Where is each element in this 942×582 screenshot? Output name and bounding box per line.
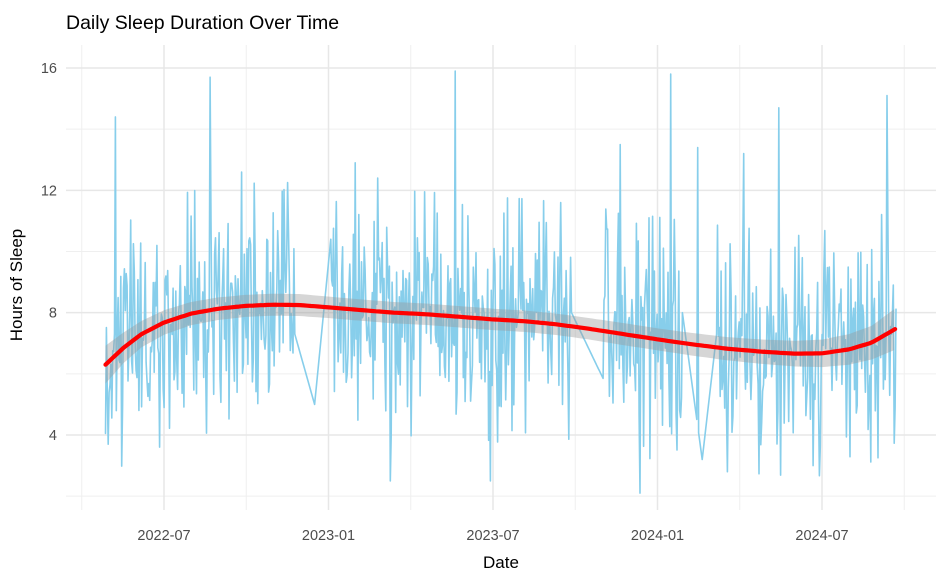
y-axis-title: Hours of Sleep — [7, 229, 26, 341]
axis-tick-labels: 2022-07 2023-01 2023-07 2024-01 2024-07 4 8 12 1… — [41, 61, 849, 544]
daily-sleep-line — [104, 70, 897, 494]
confidence-ribbon — [105, 293, 895, 384]
x-tick-label: 2023-01 — [302, 528, 355, 544]
y-tick-label: 8 — [49, 306, 57, 322]
x-tick-label: 2024-07 — [795, 528, 848, 544]
data-series — [103, 70, 898, 494]
y-tick-label: 16 — [41, 61, 57, 77]
x-axis-title: Date — [483, 553, 519, 572]
y-tick-label: 12 — [41, 183, 57, 199]
x-tick-label: 2023-07 — [466, 528, 519, 544]
smooth-trend-line — [103, 302, 898, 367]
x-tick-label: 2022-07 — [137, 528, 190, 544]
x-tick-label: 2024-01 — [631, 528, 684, 544]
chart-title: Daily Sleep Duration Over Time — [66, 12, 339, 34]
y-tick-label: 4 — [49, 428, 57, 444]
